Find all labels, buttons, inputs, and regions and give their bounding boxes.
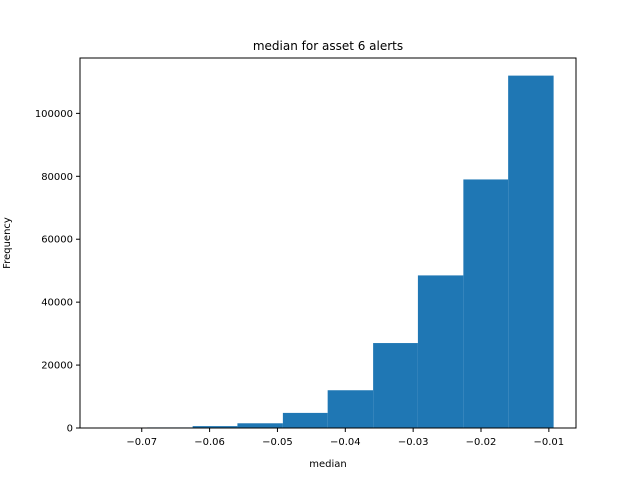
y-axis-ticks: 0 20000 40000 60000 80000 100000 [35, 109, 80, 435]
y-tick-label: 40000 [41, 298, 73, 309]
y-tick-label: 60000 [41, 235, 73, 246]
x-tick-label: −0.06 [194, 437, 225, 448]
histogram-bar [327, 390, 374, 428]
x-axis-ticks: −0.07 −0.06 −0.05 −0.04 −0.03 −0.02 −0.01 [126, 428, 564, 448]
y-axis-label: Frequency [2, 217, 13, 269]
x-tick-label: −0.01 [534, 437, 565, 448]
histogram-bar [463, 179, 509, 428]
chart-title: median for asset 6 alerts [253, 39, 403, 53]
x-tick-label: −0.03 [398, 437, 429, 448]
bars-group [102, 75, 554, 428]
x-tick-label: −0.02 [466, 437, 497, 448]
x-axis-label: median [309, 459, 347, 470]
histogram-bar [282, 412, 328, 428]
histogram-bar [508, 75, 554, 428]
y-tick-label: 80000 [41, 172, 73, 183]
histogram-bar [417, 275, 464, 428]
x-tick-label: −0.07 [126, 437, 157, 448]
y-tick-label: 100000 [35, 109, 73, 120]
histogram-bar [237, 423, 283, 428]
x-tick-label: −0.05 [262, 437, 293, 448]
plot-frame [79, 57, 577, 429]
histogram-bar [373, 343, 418, 428]
histogram-bar [192, 426, 238, 428]
y-tick-label: 0 [67, 424, 73, 435]
x-tick-label: −0.04 [330, 437, 361, 448]
y-tick-label: 20000 [41, 361, 73, 372]
